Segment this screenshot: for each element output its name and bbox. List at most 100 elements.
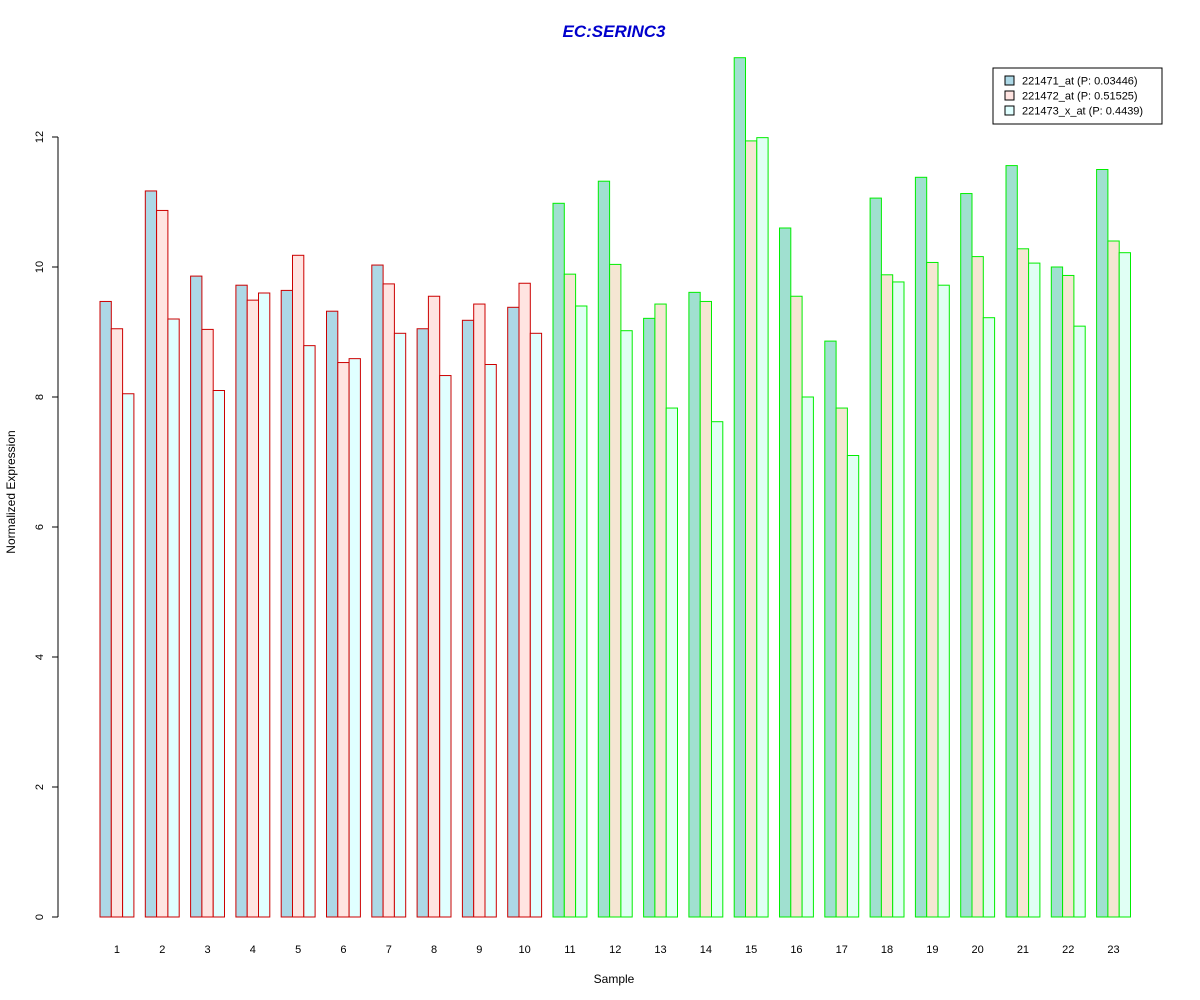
bar-sample-11-series-3	[575, 305, 588, 918]
bar-sample-11-series-2	[563, 273, 577, 918]
bar-sample-6-series-2	[337, 362, 350, 918]
x-tick-label: 7	[386, 944, 392, 956]
bar-sample-14-series-3	[711, 421, 724, 918]
bar-sample-20-series-2	[971, 256, 984, 918]
bar-sample-22-series-2	[1062, 274, 1075, 918]
x-tick-label: 3	[204, 944, 210, 956]
bar-sample-19-series-1	[914, 176, 928, 918]
bar-sample-7-series-1	[371, 264, 384, 918]
bar-sample-21-series-2	[1016, 248, 1030, 918]
bars-group	[99, 57, 1131, 918]
legend-label: 221472_at (P: 0.51525)	[1022, 91, 1138, 103]
bar-sample-9-series-3	[484, 364, 497, 918]
x-tick-label: 9	[476, 944, 482, 956]
bar-sample-2-series-3	[167, 318, 180, 918]
bar-sample-11-series-1	[552, 202, 565, 918]
x-tick-label: 19	[926, 944, 938, 956]
bar-sample-16-series-1	[779, 227, 792, 918]
bar-sample-13-series-3	[665, 407, 679, 918]
bar-sample-23-series-3	[1118, 252, 1131, 918]
x-tick-label: 17	[836, 944, 848, 956]
bar-sample-16-series-3	[801, 396, 814, 918]
bar-sample-17-series-1	[824, 340, 837, 918]
bar-sample-3-series-3	[212, 390, 225, 918]
legend-swatch	[1004, 75, 1015, 86]
bar-sample-9-series-2	[473, 303, 486, 918]
bar-sample-5-series-1	[280, 289, 294, 918]
bar-sample-2-series-1	[144, 190, 158, 918]
bar-sample-5-series-2	[292, 254, 305, 918]
bar-sample-8-series-2	[427, 295, 441, 918]
bar-sample-17-series-2	[835, 407, 848, 918]
bar-sample-13-series-2	[654, 303, 667, 918]
x-tick-label: 21	[1017, 944, 1029, 956]
bar-sample-1-series-3	[122, 393, 135, 918]
bar-sample-19-series-2	[926, 261, 939, 918]
x-tick-label: 20	[972, 944, 984, 956]
y-tick-label: 4	[34, 654, 46, 660]
x-tick-label: 23	[1107, 944, 1119, 956]
x-tick-labels: 1 2 3 4 5 6 7 8 9 10 11 12 13 14 15 16 17 18 19 20 21 22 23	[114, 944, 1120, 956]
bar-sample-20-series-3	[982, 317, 996, 918]
bar-sample-2-series-2	[156, 209, 169, 918]
bar-sample-3-series-2	[201, 328, 214, 918]
chart-title: EC:SERINC3	[563, 22, 667, 41]
bar-sample-16-series-2	[790, 295, 803, 918]
y-tick-label: 6	[34, 524, 46, 530]
bar-sample-4-series-2	[246, 299, 259, 918]
bar-sample-17-series-3	[846, 455, 860, 918]
bar-sample-21-series-3	[1028, 262, 1041, 918]
x-tick-label: 4	[250, 944, 256, 956]
bar-sample-4-series-3	[258, 292, 271, 918]
bar-sample-7-series-2	[382, 283, 395, 918]
x-tick-label: 11	[564, 944, 575, 956]
legend-box	[992, 67, 1163, 125]
bar-sample-18-series-2	[880, 274, 894, 918]
x-tick-label: 1	[114, 944, 120, 956]
bar-sample-15-series-2	[745, 140, 758, 918]
legend-label: 221473_x_at (P: 0.4439)	[1022, 106, 1143, 118]
x-tick-label: 6	[340, 944, 346, 956]
x-tick-label: 22	[1062, 944, 1074, 956]
bar-sample-8-series-3	[439, 375, 452, 918]
bar-sample-12-series-3	[620, 330, 633, 918]
x-tick-label: 13	[654, 944, 666, 956]
bar-sample-21-series-1	[1005, 165, 1018, 918]
x-tick-label: 14	[700, 944, 712, 956]
x-tick-label: 8	[431, 944, 437, 956]
bar-sample-15-series-1	[733, 57, 747, 918]
bar-sample-7-series-3	[393, 332, 407, 918]
bar-sample-18-series-3	[892, 281, 905, 918]
x-tick-label: 12	[609, 944, 621, 956]
bar-sample-19-series-3	[937, 284, 950, 918]
bar-sample-5-series-3	[303, 345, 316, 918]
bar-sample-4-series-1	[235, 284, 248, 918]
x-tick-label: 2	[159, 944, 165, 956]
y-tick-label: 12	[34, 131, 46, 143]
x-tick-label: 18	[881, 944, 893, 956]
bar-sample-6-series-3	[348, 358, 361, 918]
bar-sample-23-series-2	[1107, 240, 1120, 918]
bar-sample-13-series-1	[643, 317, 656, 918]
bar-sample-10-series-1	[507, 306, 520, 918]
bar-sample-18-series-1	[869, 197, 882, 918]
y-axis-title: Normalized Expression	[4, 430, 18, 553]
bar-sample-15-series-3	[756, 137, 769, 918]
bar-sample-1-series-2	[110, 328, 124, 918]
bar-sample-10-series-3	[529, 332, 543, 918]
bar-sample-12-series-2	[609, 263, 622, 918]
x-tick-label: 16	[790, 944, 802, 956]
bar-sample-3-series-1	[190, 275, 203, 918]
bar-sample-1-series-1	[99, 300, 112, 918]
x-axis-title: Sample	[594, 972, 635, 986]
bar-sample-12-series-1	[597, 180, 611, 918]
bar-sample-22-series-3	[1073, 325, 1086, 918]
bar-sample-22-series-1	[1050, 266, 1064, 918]
bar-sample-20-series-1	[960, 193, 973, 918]
bar-sample-8-series-1	[416, 328, 429, 918]
x-tick-label: 5	[295, 944, 301, 956]
legend-swatch	[1004, 105, 1015, 116]
y-axis: 0 2 4 6 8 10 12	[34, 131, 59, 920]
